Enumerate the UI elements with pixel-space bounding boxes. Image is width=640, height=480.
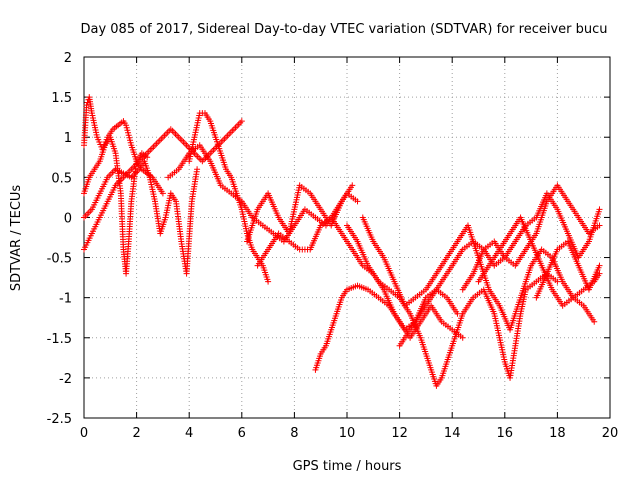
y-axis-label: SDTVAR / TECUs: [9, 185, 24, 292]
y-tick-label: -0.5: [47, 252, 72, 267]
sat-track-7: [244, 182, 356, 245]
data-point: [83, 102, 90, 109]
data-point: [596, 262, 603, 269]
data-point: [238, 118, 245, 125]
sat-track-5: [186, 110, 272, 285]
sat-track-12: [396, 190, 603, 349]
data-point: [459, 334, 466, 341]
x-tick-label: 2: [132, 426, 140, 441]
y-tick-label: -1: [59, 292, 72, 307]
y-tick-label: 0.5: [51, 171, 72, 186]
sat-track-15: [533, 238, 603, 301]
x-axis-ticks: 0 2 4 6 8 10 12 14 16 18 20: [80, 57, 618, 441]
x-tick-label: 16: [497, 426, 514, 441]
x-tick-label: 20: [602, 426, 619, 441]
x-axis-label: GPS time / hours: [293, 459, 402, 474]
x-tick-label: 4: [185, 426, 193, 441]
data-point: [194, 166, 201, 173]
data-point: [123, 124, 130, 131]
y-tick-label: 2: [64, 51, 72, 66]
y-tick-label: -2.5: [47, 412, 72, 427]
data-point: [354, 198, 361, 205]
data-point: [125, 132, 132, 139]
data-point: [349, 182, 356, 189]
data-point: [127, 137, 134, 144]
x-tick-label: 12: [391, 426, 408, 441]
data-point: [591, 318, 598, 325]
sat-track-14: [475, 214, 603, 309]
x-tick-label: 0: [80, 426, 88, 441]
sat-track-6: [165, 142, 361, 245]
data-point: [265, 278, 272, 285]
x-tick-label: 14: [444, 426, 461, 441]
sat-track-11: [359, 214, 598, 333]
data-point: [127, 139, 134, 146]
y-tick-label: 1.5: [51, 91, 72, 106]
sat-track-2: [81, 134, 151, 277]
y-tick-label: 0: [64, 211, 72, 226]
data-point: [123, 122, 130, 129]
data-point: [124, 127, 131, 134]
data-point: [596, 270, 603, 277]
data-point: [596, 222, 603, 229]
y-tick-label: -2: [59, 372, 72, 387]
data-point: [454, 310, 461, 317]
x-tick-label: 8: [290, 426, 298, 441]
x-tick-label: 6: [238, 426, 246, 441]
y-axis-ticks: 2 1.5 1 0.5 0 -0.5 -1 -1.5 -2 -2.5: [47, 51, 610, 427]
sat-track-9: [312, 282, 466, 373]
data-marks: [81, 94, 603, 389]
x-tick-label: 10: [339, 426, 356, 441]
y-tick-label: 1: [64, 131, 72, 146]
data-point: [126, 134, 133, 141]
sat-track-8: [254, 214, 461, 333]
data-point: [125, 129, 132, 136]
data-point: [554, 278, 561, 285]
sat-track-3: [81, 158, 201, 277]
data-point: [159, 190, 166, 197]
y-tick-label: -1.5: [47, 332, 72, 347]
data-point: [596, 206, 603, 213]
x-tick-label: 18: [549, 426, 566, 441]
chart-title: Day 085 of 2017, Sidereal Day-to-day VTE…: [80, 22, 607, 37]
